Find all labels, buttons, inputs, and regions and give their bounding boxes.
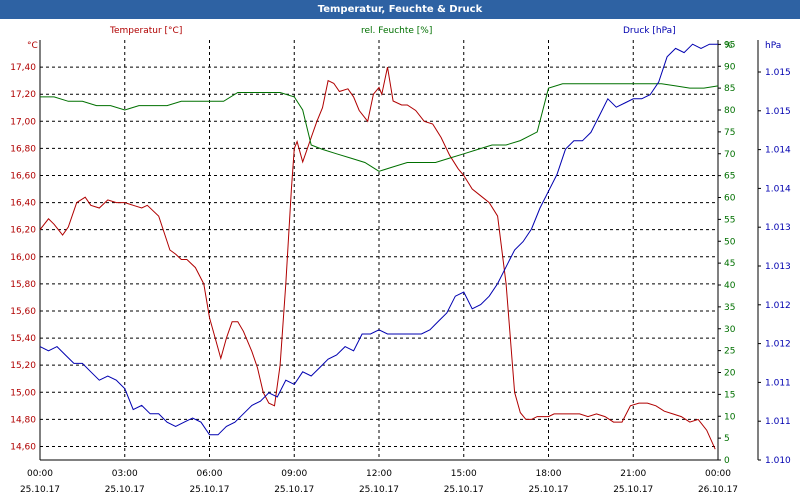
middle-tick-label: 65 — [724, 172, 735, 182]
left-tick-label: 16,80 — [10, 144, 36, 154]
left-tick-label: 17,20 — [10, 90, 36, 100]
temperature-series-label: Temperatur [°C] — [109, 26, 182, 36]
middle-tick-label: 25 — [724, 347, 735, 357]
middle-tick-label: 30 — [724, 325, 736, 335]
middle-tick-label: 50 — [724, 237, 736, 247]
right-axis-unit: hPa — [765, 41, 781, 51]
x-tick-date: 26.10.17 — [698, 485, 738, 495]
axes — [39, 40, 759, 461]
right-tick-label: 1.011 — [765, 378, 791, 388]
x-tick-date: 25.10.17 — [189, 485, 229, 495]
series-line-right — [39, 43, 718, 436]
left-tick-label: 15,60 — [10, 307, 36, 317]
series-lines — [39, 43, 719, 450]
series-line-middle — [40, 83, 719, 172]
x-tick-date: 25.10.17 — [105, 485, 145, 495]
middle-tick-label: 0 — [724, 456, 730, 466]
right-tick-label: 1.015 — [765, 68, 791, 78]
x-tick-date: 25.10.17 — [444, 485, 484, 495]
x-tick-time: 21:00 — [620, 469, 646, 479]
left-tick-label: 17,00 — [10, 117, 36, 127]
middle-tick-label: 80 — [724, 106, 736, 116]
middle-tick-label: 10 — [724, 412, 736, 422]
x-tick-date: 25.10.17 — [274, 485, 314, 495]
x-tick-date: 25.10.17 — [20, 485, 60, 495]
x-tick-date: 25.10.17 — [359, 485, 399, 495]
left-tick-label: 16,60 — [10, 171, 36, 181]
left-axis-unit: °C — [27, 41, 38, 51]
middle-tick-label: 75 — [724, 128, 735, 138]
x-tick-time: 00:00 — [27, 469, 53, 479]
grid — [40, 40, 718, 460]
right-tick-label: 1.013 — [765, 223, 791, 233]
middle-tick-label: 85 — [724, 84, 735, 94]
tick-labels: 00:00 25.10.17 03:00 25.10.17 06:00 25.10.17 0… — [10, 40, 791, 495]
x-tick-time: 03:00 — [112, 469, 138, 479]
right-tick-label: 1.012 — [765, 301, 791, 311]
x-tick-time: 09:00 — [281, 469, 307, 479]
series-line-left — [39, 66, 716, 450]
left-tick-label: 15,00 — [10, 388, 36, 398]
x-tick-time: 15:00 — [451, 469, 477, 479]
x-tick-time: 06:00 — [197, 469, 223, 479]
x-tick-date: 25.10.17 — [528, 485, 568, 495]
x-tick-time: 12:00 — [366, 469, 392, 479]
right-tick-label: 1.014 — [765, 184, 791, 194]
middle-tick-label: 15 — [724, 390, 735, 400]
middle-tick-label: 20 — [724, 369, 736, 379]
right-tick-label: 1.010 — [765, 456, 791, 466]
x-tick-time: 00:00 — [705, 469, 731, 479]
window-title: Temperatur, Feuchte & Druck — [0, 0, 800, 19]
right-tick-label: 1.011 — [765, 417, 791, 427]
pressure-series-label: Druck [hPa] — [623, 26, 676, 36]
x-tick-time: 18:00 — [536, 469, 562, 479]
middle-tick-label: 5 — [724, 434, 730, 444]
middle-tick-label: 60 — [724, 194, 736, 204]
left-tick-label: 16,00 — [10, 253, 36, 263]
middle-tick-label: 45 — [724, 259, 735, 269]
x-tick-date: 25.10.17 — [613, 485, 653, 495]
left-tick-label: 16,20 — [10, 226, 36, 236]
left-tick-label: 14,80 — [10, 415, 36, 425]
left-tick-label: 14,60 — [10, 442, 36, 452]
left-tick-label: 15,40 — [10, 334, 36, 344]
left-tick-label: 17,40 — [10, 63, 36, 73]
left-tick-label: 15,20 — [10, 361, 36, 371]
middle-tick-label: 35 — [724, 303, 735, 313]
middle-tick-label: 40 — [724, 281, 736, 291]
left-tick-label: 15,80 — [10, 280, 36, 290]
right-tick-label: 1.012 — [765, 340, 791, 350]
humidity-series-label: rel. Feuchte [%] — [361, 26, 432, 36]
middle-axis-unit: % — [724, 41, 733, 51]
right-tick-label: 1.015 — [765, 107, 791, 117]
middle-tick-label: 70 — [724, 150, 736, 160]
middle-tick-label: 90 — [724, 62, 736, 72]
middle-tick-label: 95 — [724, 40, 735, 50]
left-tick-label: 16,40 — [10, 199, 36, 209]
right-tick-label: 1.013 — [765, 262, 791, 272]
right-tick-label: 1.014 — [765, 146, 791, 156]
middle-tick-label: 55 — [724, 215, 735, 225]
